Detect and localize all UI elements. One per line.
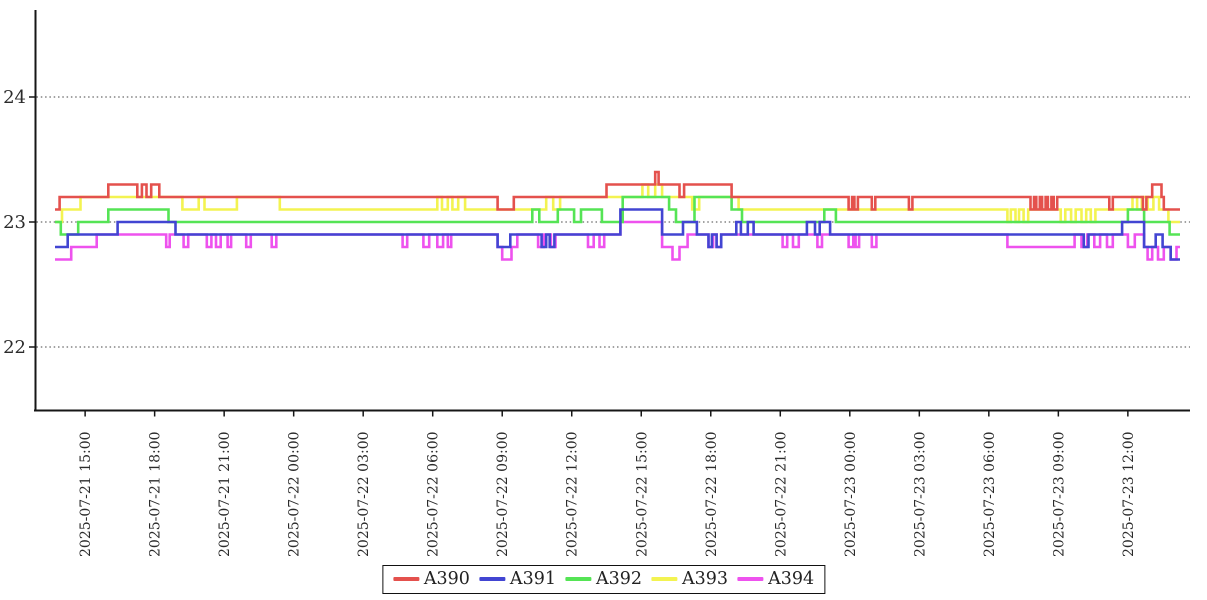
y-tick-label: 23 <box>3 212 26 233</box>
x-tick-label: 2025-07-23 09:00 <box>1051 431 1067 557</box>
x-tick-label: 2025-07-23 06:00 <box>982 431 998 557</box>
legend-swatch-a391 <box>478 577 505 581</box>
x-tick-label: 2025-07-22 09:00 <box>495 431 511 557</box>
legend-label-a394: A394 <box>768 569 815 589</box>
legend-label-a392: A392 <box>595 569 643 589</box>
legend: A390 A391 A392 A393 A394 <box>381 565 826 594</box>
x-tick-label: 2025-07-23 00:00 <box>843 431 859 557</box>
legend-swatch-a394 <box>737 577 764 581</box>
series-line-a394 <box>55 220 1180 261</box>
x-tick-label: 2025-07-22 18:00 <box>704 431 720 557</box>
legend-label-a391: A391 <box>509 569 556 589</box>
x-tick-label: 2025-07-23 03:00 <box>912 431 928 557</box>
series-line-a393 <box>55 183 1180 224</box>
series-line-a390 <box>55 170 1180 211</box>
legend-item-a393: A393 <box>651 569 728 589</box>
legend-swatch-a390 <box>392 577 419 581</box>
legend-swatch-a392 <box>564 577 591 581</box>
y-tick-label: 22 <box>3 337 26 358</box>
legend-item-a394: A394 <box>737 569 814 589</box>
x-tick-label: 2025-07-23 12:00 <box>1121 431 1137 557</box>
x-tick-label: 2025-07-22 06:00 <box>426 431 442 557</box>
x-tick-label: 2025-07-21 18:00 <box>148 431 164 557</box>
x-tick-label: 2025-07-22 15:00 <box>634 431 650 557</box>
series-line-a391 <box>55 208 1180 261</box>
legend-swatch-a393 <box>651 577 678 581</box>
legend-item-a392: A392 <box>564 569 643 589</box>
y-tick-label: 24 <box>3 87 26 108</box>
x-tick-label: 2025-07-22 00:00 <box>287 431 303 557</box>
legend-label-a390: A390 <box>423 569 470 589</box>
x-tick-label: 2025-07-22 03:00 <box>356 431 372 557</box>
legend-item-a391: A391 <box>478 569 556 589</box>
x-tick-label: 2025-07-22 21:00 <box>773 431 789 557</box>
x-tick-label: 2025-07-22 12:00 <box>565 431 581 557</box>
x-tick-label: 2025-07-21 21:00 <box>217 431 233 557</box>
legend-label-a393: A393 <box>682 569 729 589</box>
x-tick-label: 2025-07-21 15:00 <box>78 431 94 557</box>
legend-item-a390: A390 <box>392 569 470 589</box>
